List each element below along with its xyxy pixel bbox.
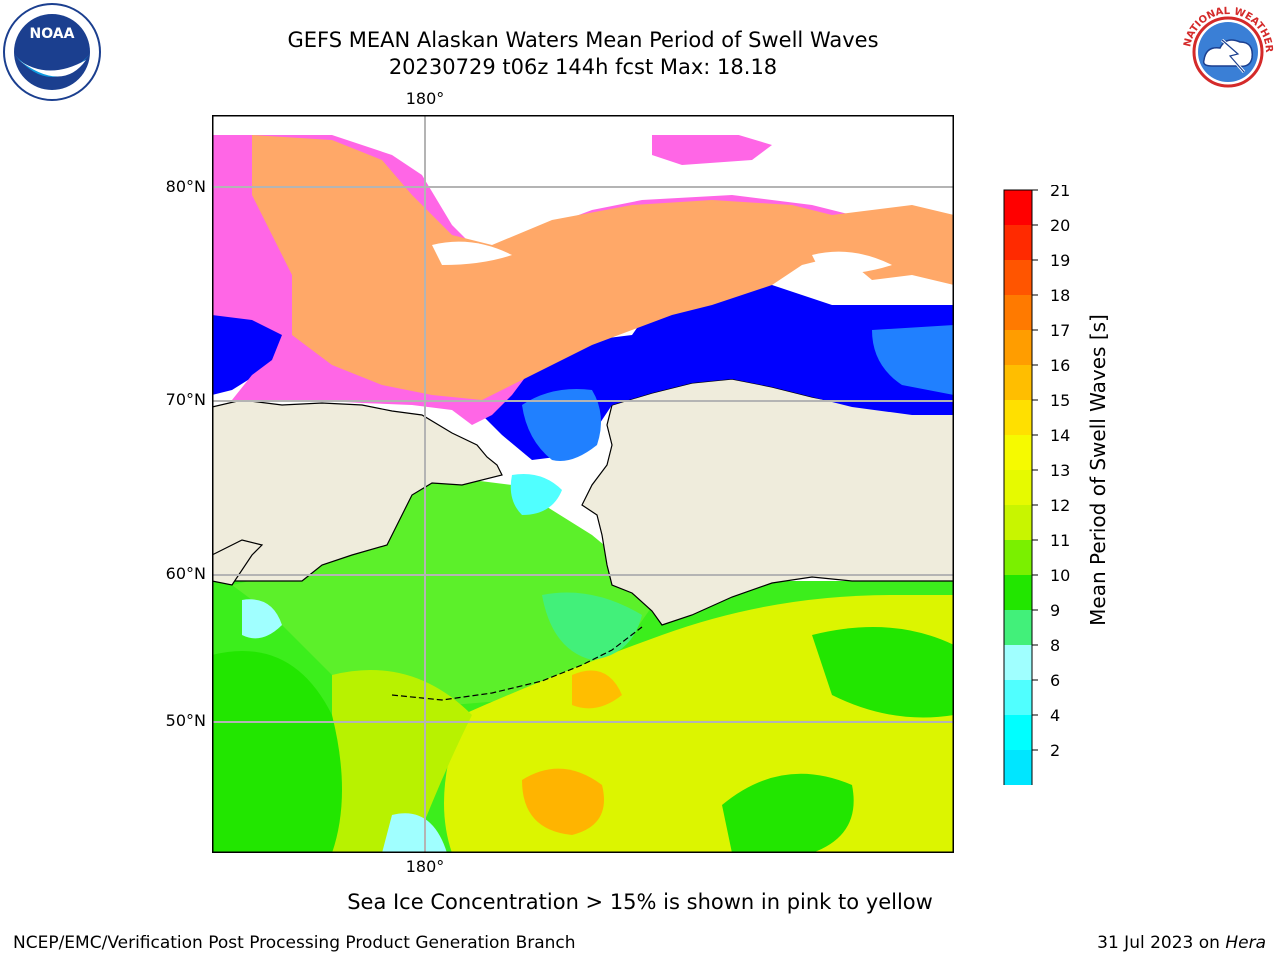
orange-swell-area-2 — [572, 670, 622, 709]
colorbar-tick-label: 14 — [1050, 426, 1070, 445]
footer-date-text: 31 Jul 2023 on — [1097, 933, 1226, 953]
colorbar-segment — [1004, 505, 1032, 540]
colorbar-tick-label: 11 — [1050, 531, 1070, 550]
colorbar-segment — [1004, 715, 1032, 750]
colorbar-segment — [1004, 190, 1032, 225]
lat-label-50n: 50°N — [165, 711, 206, 730]
footer-date: 31 Jul 2023 on Hera — [1097, 933, 1266, 953]
arctic-mid-blue — [872, 325, 954, 395]
orange-swell-area — [522, 768, 604, 835]
ice-gap-2 — [432, 241, 512, 265]
colorbar-tick-label: 15 — [1050, 391, 1070, 410]
colorbar-segment — [1004, 610, 1032, 645]
colorbar-tick-label: 2 — [1050, 741, 1060, 760]
green-swell-area-3 — [812, 627, 954, 718]
colorbar-tick-label: 6 — [1050, 671, 1060, 690]
sea-ice-top-fragments — [652, 133, 772, 165]
colorbar-segment — [1004, 260, 1032, 295]
colorbar-segment — [1004, 435, 1032, 470]
colorbar-svg: 21 20 19 18 17 16 15 14 13 12 11 10 9 8 6 4 2 — [1003, 181, 1070, 850]
colorbar-segment — [1004, 470, 1032, 505]
colorbar-segment — [1004, 365, 1032, 400]
colorbar-segment — [1004, 645, 1032, 680]
colorbar-label: Mean Period of Swell Waves [s] — [1086, 314, 1110, 626]
colorbar-segment — [1004, 400, 1032, 435]
map-svg — [212, 115, 954, 853]
colorbar-tick-label: 18 — [1050, 286, 1070, 305]
kamchatka-land — [212, 539, 264, 586]
colorbar-tick-label: 10 — [1050, 566, 1070, 585]
lat-label-70n: 70°N — [165, 390, 206, 409]
cyan-swell-area — [382, 813, 447, 853]
siberia-land — [212, 399, 503, 582]
colorbar-segment — [1004, 575, 1032, 610]
colorbar-tick-label: 20 — [1050, 216, 1070, 235]
colorbar-tick-label: 19 — [1050, 251, 1070, 270]
nws-logo: NATIONAL WEATHER SERVICE — [1174, 0, 1278, 102]
colorbar: 21 20 19 18 17 16 15 14 13 12 11 10 9 8 6 4 2 — [1000, 181, 1095, 850]
colorbar-segment — [1004, 540, 1032, 575]
ice-gap-top — [212, 115, 954, 135]
colorbar-segment — [1004, 750, 1032, 785]
colorbar-tick-label: 4 — [1050, 706, 1060, 725]
ice-gap — [812, 251, 892, 275]
noaa-logo: NOAA — [2, 2, 102, 102]
colorbar-tick-label: 12 — [1050, 496, 1070, 515]
chart-title: GEFS MEAN Alaskan Waters Mean Period of … — [287, 28, 879, 52]
colorbar-segment — [1004, 295, 1032, 330]
green-swell-area-2 — [722, 773, 854, 853]
colorbar-tick-label: 13 — [1050, 461, 1070, 480]
footer-credit: NCEP/EMC/Verification Post Processing Pr… — [13, 933, 576, 953]
cyan-swell-area-2 — [542, 592, 642, 660]
ice-gap-top-2 — [382, 135, 652, 185]
footer-machine: Hera — [1225, 933, 1266, 953]
colorbar-tick-label: 21 — [1050, 185, 1070, 200]
lon-label-top: 180° — [405, 89, 445, 108]
map-panel — [212, 115, 954, 853]
sea-ice-caption: Sea Ice Concentration > 15% is shown in … — [347, 890, 933, 914]
colorbar-tick-label: 9 — [1050, 601, 1060, 620]
map-border — [212, 115, 954, 853]
chart-subtitle: 20230729 t06z 144h fcst Max: 18.18 — [388, 55, 778, 79]
green-swell-area — [212, 651, 342, 853]
colorbar-tick-label: 16 — [1050, 356, 1070, 375]
lon-label-bottom: 180° — [405, 857, 445, 876]
colorbar-tick-label: 17 — [1050, 321, 1070, 340]
colorbar-segment — [1004, 225, 1032, 260]
svg-text:NOAA: NOAA — [30, 26, 75, 42]
yellow-swell-area-2 — [332, 670, 472, 853]
bering-sea-field — [232, 475, 660, 705]
aleutian-islands — [391, 626, 643, 701]
sea-ice-orange — [252, 135, 954, 400]
chukchi-mid-blue — [522, 389, 601, 461]
cyan-swell-area-3 — [242, 599, 282, 639]
colorbar-segment — [1004, 680, 1032, 715]
lat-label-60n: 60°N — [165, 564, 206, 583]
colorbar-tick-label: 8 — [1050, 636, 1060, 655]
lat-label-80n: 80°N — [165, 177, 206, 196]
colorbar-segment — [1004, 330, 1032, 365]
bering-strait-cyan — [510, 474, 562, 515]
